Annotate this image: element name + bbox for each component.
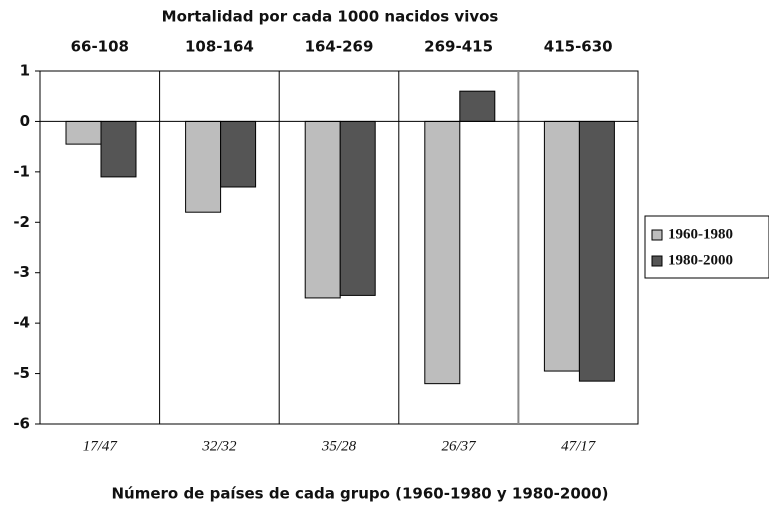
legend-label: 1980-2000 xyxy=(668,252,733,268)
group-count-label: 32/32 xyxy=(201,438,237,454)
category-label: 269-415 xyxy=(424,38,493,56)
bar xyxy=(220,120,257,188)
y-tick-label: 0 xyxy=(20,112,30,130)
y-tick-label: -6 xyxy=(13,415,30,433)
group-count-label: 47/17 xyxy=(561,438,597,454)
chart-title: Mortalidad por cada 1000 nacidos vivos xyxy=(162,8,499,26)
y-tick-label: -3 xyxy=(13,263,30,281)
bar xyxy=(304,120,341,299)
legend-box xyxy=(644,215,769,279)
group-count-label: 17/47 xyxy=(83,438,119,454)
legend-label: 1960-1980 xyxy=(668,226,733,242)
bar xyxy=(459,90,496,122)
group-count-label: 26/37 xyxy=(442,438,478,454)
y-tick-label: -1 xyxy=(13,162,30,180)
x-axis-title: Número de países de cada grupo (1960-198… xyxy=(111,485,608,503)
y-tick-label: 1 xyxy=(20,62,30,80)
category-label: 66-108 xyxy=(71,38,129,56)
group-count-label: 35/28 xyxy=(321,438,357,454)
bar xyxy=(578,120,615,382)
category-label: 415-630 xyxy=(544,38,613,56)
bar xyxy=(339,120,376,296)
y-tick-label: -5 xyxy=(13,364,30,382)
legend-swatch xyxy=(651,229,663,241)
legend-swatch xyxy=(651,255,663,267)
category-label: 164-269 xyxy=(305,38,374,56)
bar xyxy=(65,120,102,145)
bar xyxy=(100,120,137,178)
bar xyxy=(543,120,580,372)
y-tick-label: -4 xyxy=(13,314,30,332)
bar xyxy=(185,120,222,213)
y-tick-label: -2 xyxy=(13,213,30,231)
category-label: 108-164 xyxy=(185,38,254,56)
bar xyxy=(424,120,461,385)
